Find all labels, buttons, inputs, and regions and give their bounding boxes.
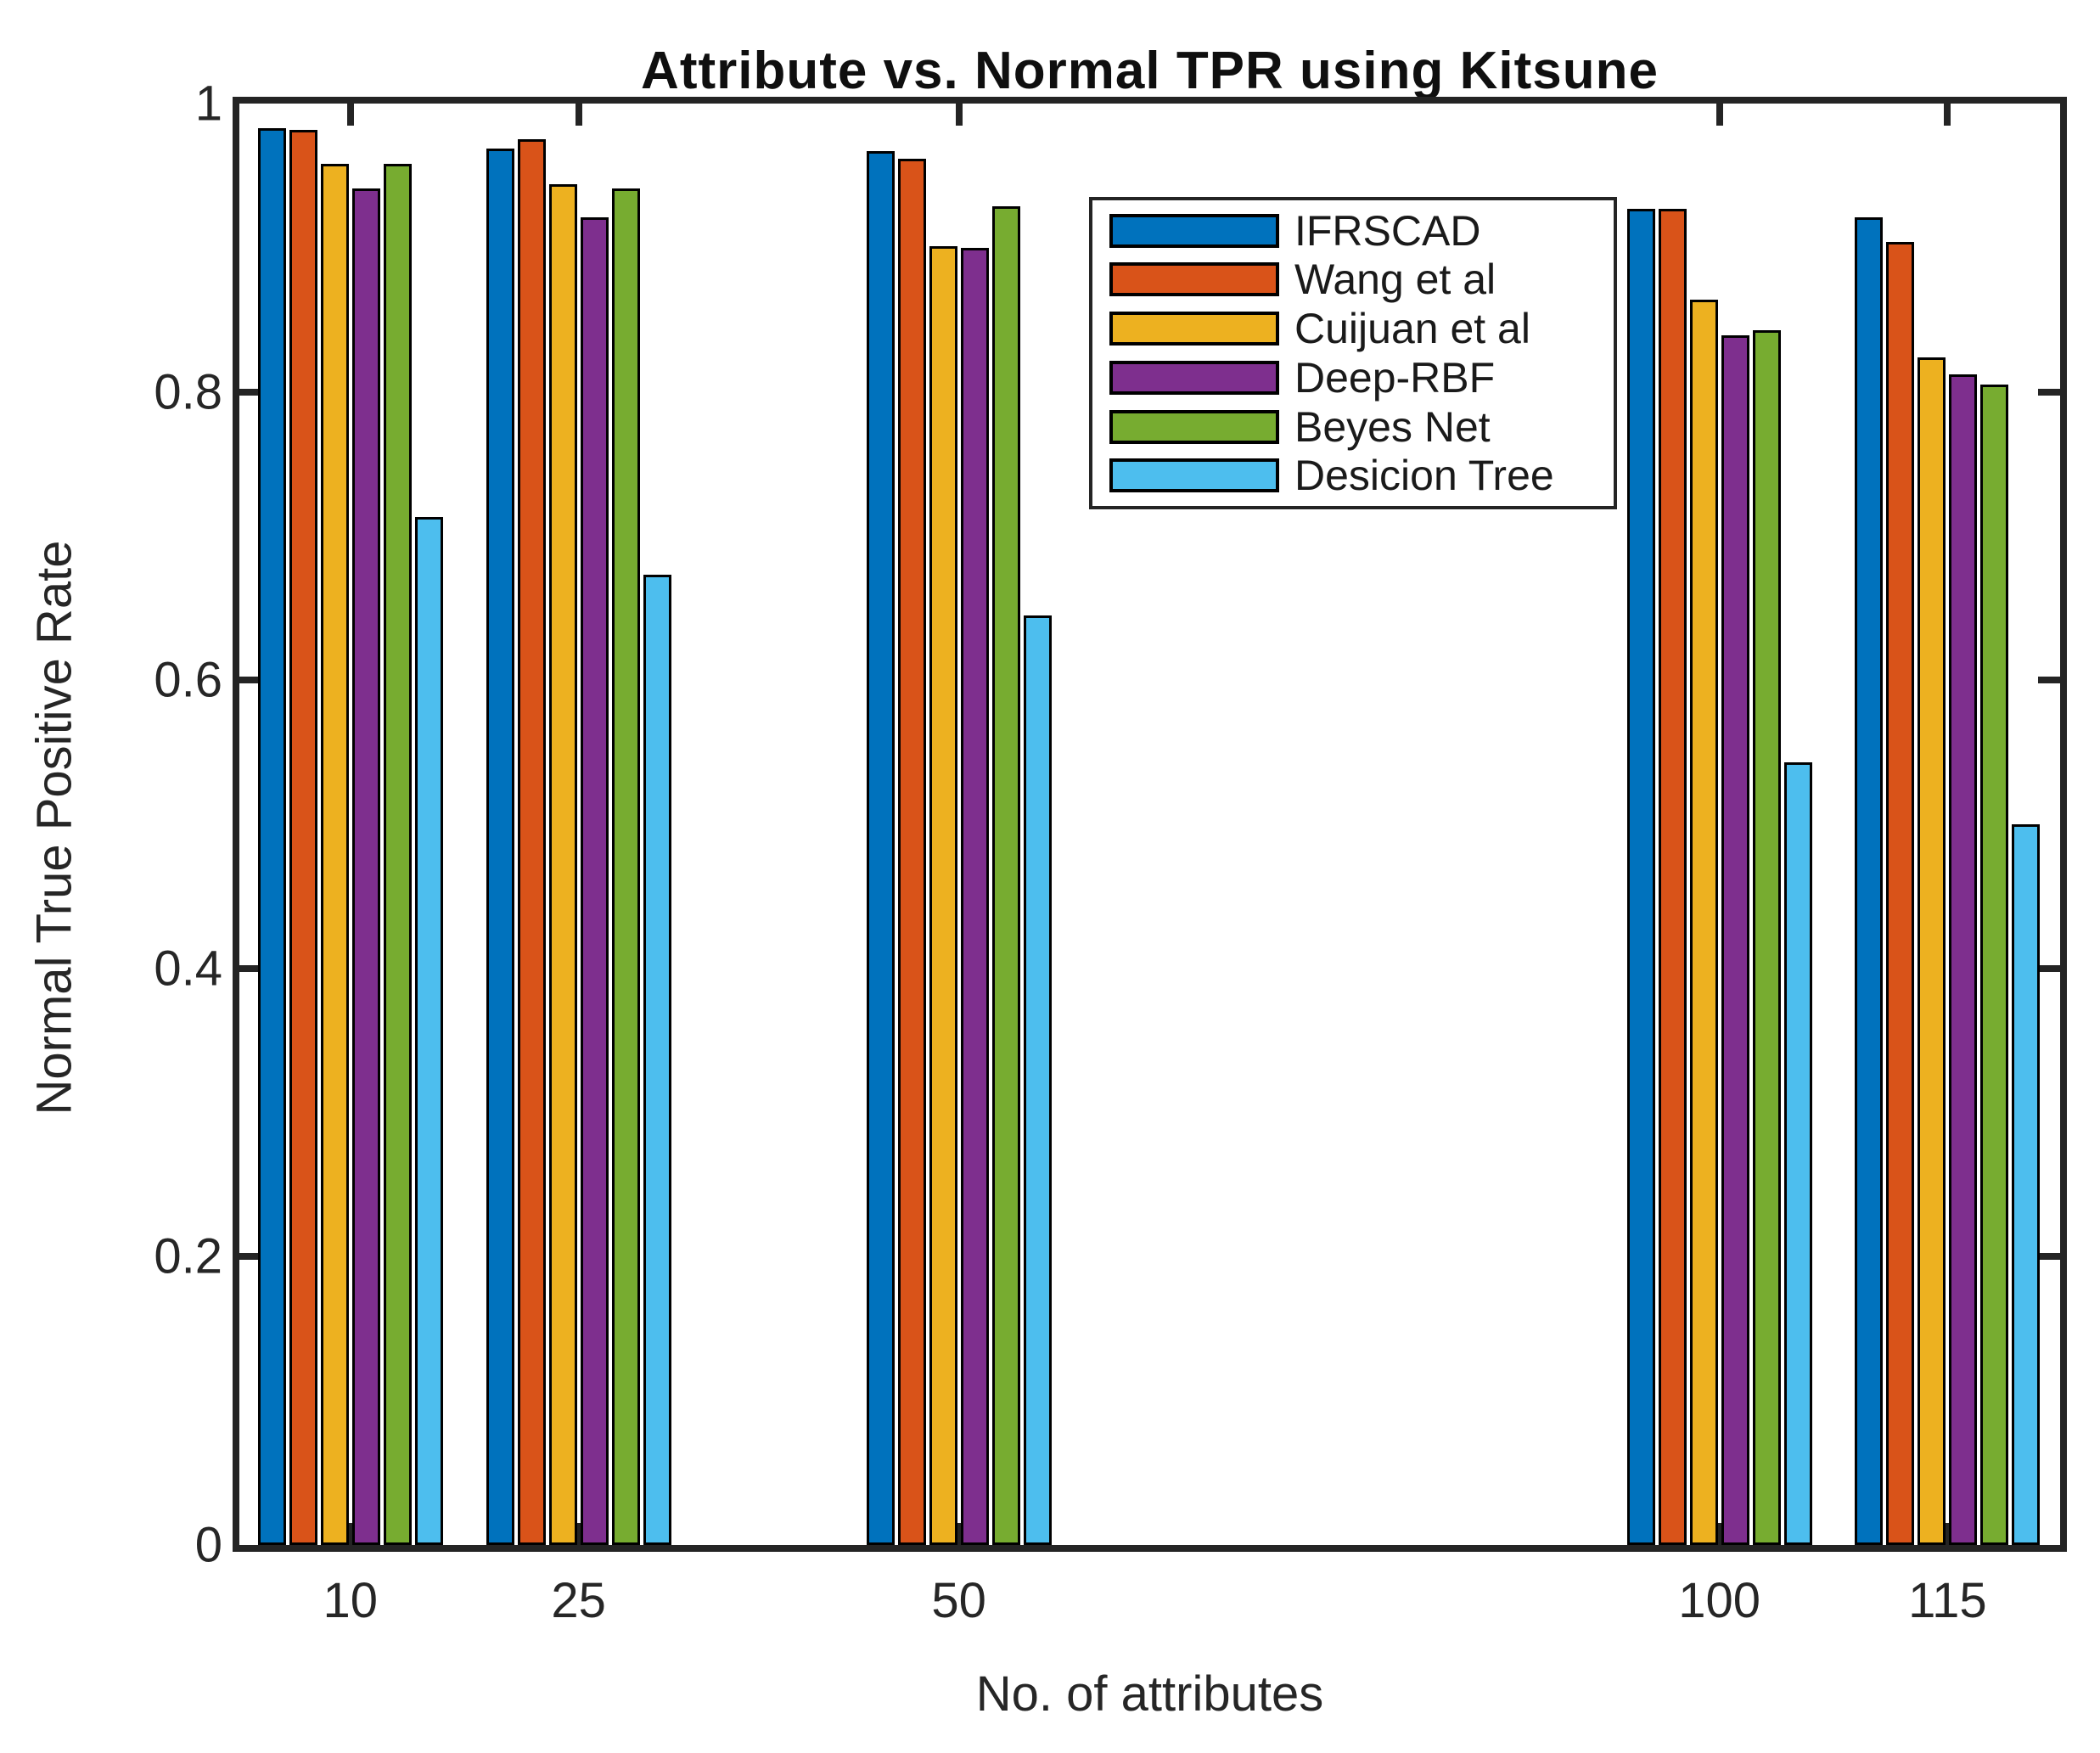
legend-swatch-deep-rbf: [1109, 360, 1279, 395]
bar-desicion-tree-10: [414, 517, 443, 1545]
bar-ifrscad-100: [1626, 209, 1655, 1545]
x-tick-mark-50-bottom: [955, 1523, 963, 1545]
y-tick-mark-0.2-left: [239, 1253, 261, 1261]
bar-deep-rbf-50: [960, 248, 989, 1545]
legend-item-beyes-net: Beyes Net: [1109, 403, 1614, 451]
legend-swatch-wang-et-al: [1109, 262, 1279, 297]
x-tick-mark-10-bottom: [346, 1523, 354, 1545]
x-tick-label-115: 115: [1908, 1573, 1987, 1628]
y-tick-label-1: 1: [194, 76, 222, 132]
bar-cuijuan-et-al-50: [929, 246, 957, 1545]
bar-wang-et-al-25: [517, 139, 546, 1545]
legend-label-cuijuan-et-al: Cuijuan et al: [1294, 305, 1530, 353]
bar-desicion-tree-115: [2012, 824, 2041, 1545]
legend: IFRSCAD Wang et al Cuijuan et al Deep-RBF Be…: [1089, 197, 1617, 509]
bar-ifrscad-50: [866, 151, 895, 1545]
bar-beyes-net-50: [991, 206, 1020, 1545]
bar-cuijuan-et-al-100: [1689, 300, 1718, 1545]
y-tick-mark-0.4-right: [2038, 964, 2060, 972]
bar-desicion-tree-100: [1783, 762, 1812, 1545]
bar-deep-rbf-100: [1721, 335, 1749, 1545]
x-axis-label: No. of attributes: [975, 1666, 1324, 1722]
bar-cuijuan-et-al-25: [548, 184, 577, 1545]
x-tick-label-100: 100: [1678, 1573, 1760, 1628]
legend-label-desicion-tree: Desicion Tree: [1294, 452, 1554, 500]
legend-label-wang-et-al: Wang et al: [1294, 256, 1496, 304]
legend-label-deep-rbf: Deep-RBF: [1294, 353, 1496, 402]
legend-swatch-desicion-tree: [1109, 458, 1279, 493]
bar-ifrscad-10: [257, 128, 286, 1545]
legend-swatch-cuijuan-et-al: [1109, 312, 1279, 346]
x-tick-mark-25-top: [575, 104, 582, 126]
bar-cuijuan-et-al-115: [1918, 357, 1946, 1545]
bar-beyes-net-10: [383, 164, 412, 1545]
x-tick-mark-115-top: [1944, 104, 1951, 126]
y-tick-label-0.8: 0.8: [154, 364, 222, 420]
bar-wang-et-al-100: [1658, 209, 1687, 1545]
x-tick-label-25: 25: [551, 1573, 606, 1628]
x-tick-mark-100-bottom: [1715, 1523, 1723, 1545]
x-tick-mark-100-top: [1715, 104, 1723, 126]
legend-item-wang-et-al: Wang et al: [1109, 256, 1614, 303]
bar-deep-rbf-25: [580, 217, 609, 1545]
x-tick-mark-115-bottom: [1944, 1523, 1951, 1545]
legend-swatch-ifrscad: [1109, 213, 1279, 248]
x-tick-mark-10-top: [346, 104, 354, 126]
bar-wang-et-al-115: [1886, 242, 1915, 1545]
y-tick-mark-0.2-right: [2038, 1253, 2060, 1261]
x-tick-label-50: 50: [931, 1573, 986, 1628]
bar-beyes-net-115: [1980, 385, 2009, 1545]
legend-swatch-beyes-net: [1109, 409, 1279, 444]
y-tick-mark-0.8-right: [2038, 388, 2060, 396]
x-tick-label-10: 10: [323, 1573, 379, 1628]
y-tick-mark-0.6-left: [239, 677, 261, 684]
y-tick-label-0.6: 0.6: [154, 652, 222, 708]
chart-title: Attribute vs. Normal TPR using Kitsune: [641, 42, 1659, 100]
legend-item-ifrscad: IFRSCAD: [1109, 207, 1614, 255]
y-tick-mark-0.6-right: [2038, 677, 2060, 684]
bar-ifrscad-25: [486, 149, 514, 1545]
bar-cuijuan-et-al-10: [320, 164, 349, 1545]
bar-deep-rbf-10: [351, 188, 380, 1545]
y-tick-label-0.2: 0.2: [154, 1228, 222, 1284]
bar-ifrscad-115: [1855, 217, 1884, 1545]
y-tick-mark-0.4-left: [239, 964, 261, 972]
legend-item-deep-rbf: Deep-RBF: [1109, 354, 1614, 402]
bar-wang-et-al-10: [289, 130, 317, 1545]
bar-deep-rbf-115: [1949, 374, 1978, 1545]
y-axis-label: Normal True Positive Rate: [26, 540, 82, 1115]
legend-item-desicion-tree: Desicion Tree: [1109, 452, 1614, 499]
y-tick-label-0: 0: [194, 1517, 222, 1573]
x-tick-mark-25-bottom: [575, 1523, 582, 1545]
bar-beyes-net-100: [1752, 330, 1781, 1545]
legend-label-ifrscad: IFRSCAD: [1294, 206, 1481, 255]
bar-beyes-net-25: [611, 188, 640, 1545]
x-tick-mark-50-top: [955, 104, 963, 126]
y-tick-label-0.4: 0.4: [154, 941, 222, 997]
bar-desicion-tree-50: [1023, 615, 1052, 1545]
y-tick-mark-0.8-left: [239, 388, 261, 396]
bar-desicion-tree-25: [643, 575, 671, 1545]
legend-label-beyes-net: Beyes Net: [1294, 402, 1491, 451]
bar-wang-et-al-50: [897, 159, 926, 1545]
legend-item-cuijuan-et-al: Cuijuan et al: [1109, 305, 1614, 352]
